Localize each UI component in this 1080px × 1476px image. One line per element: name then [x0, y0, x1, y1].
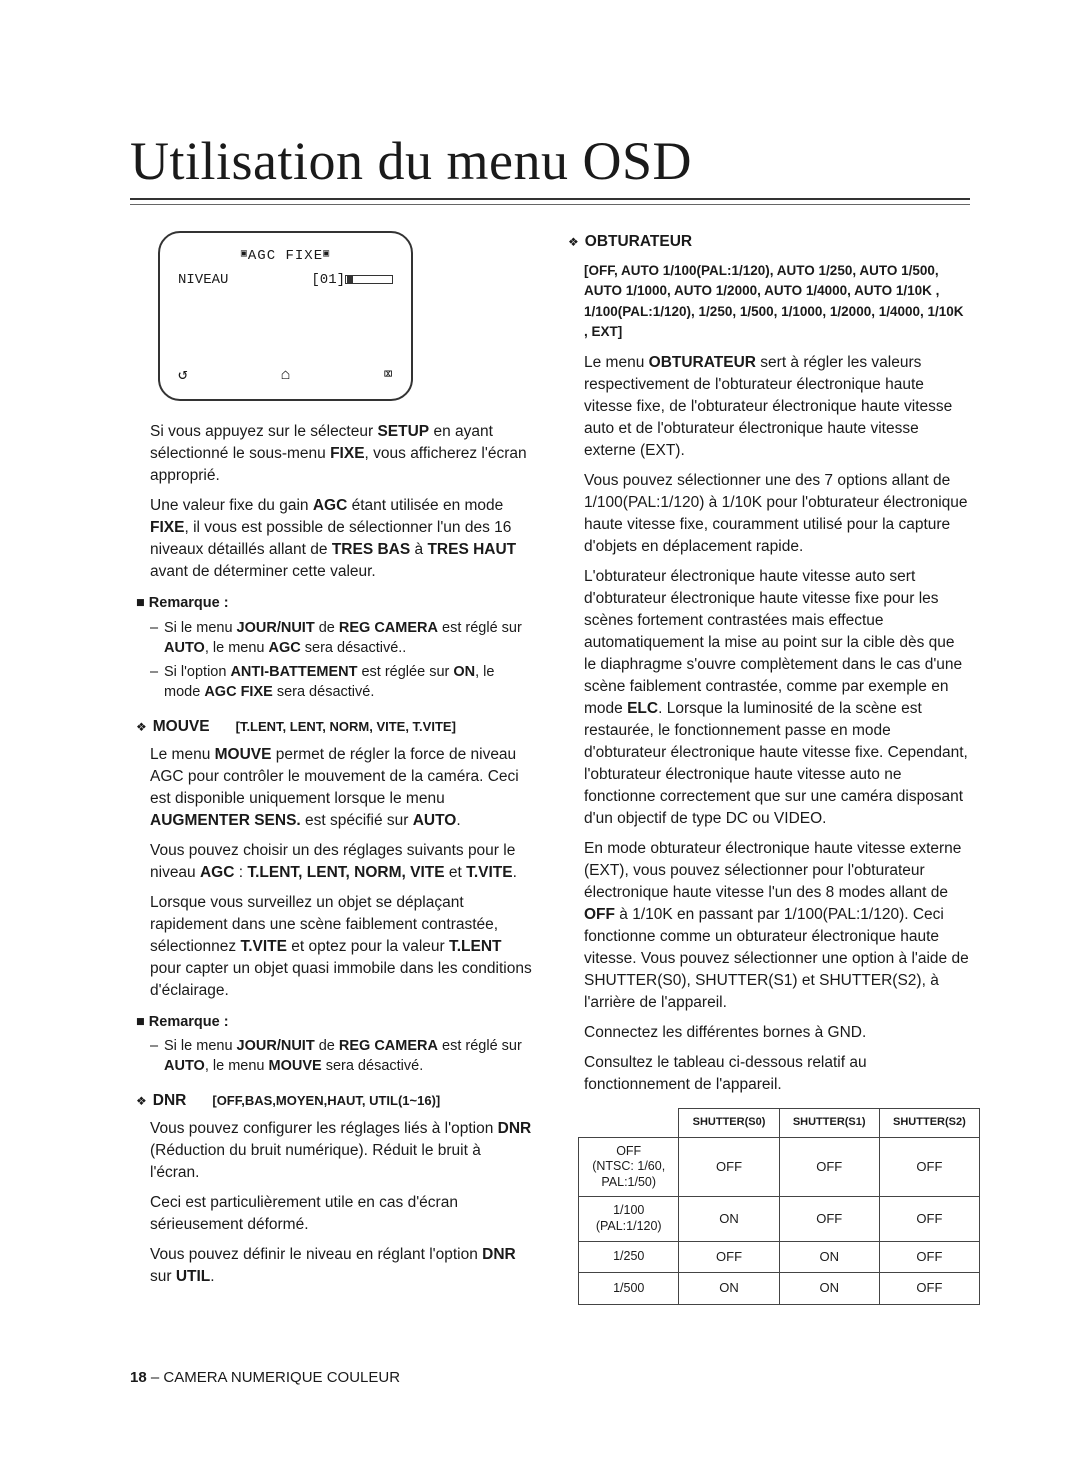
table-header-cell: SHUTTER(S1)	[779, 1109, 879, 1138]
column-right: ❖OBTURATEUR [OFF, AUTO 1/100(PAL:1/120),…	[568, 231, 970, 1305]
page-title: Utilisation du menu OSD	[130, 130, 970, 192]
paragraph: Consultez le tableau ci-dessous relatif …	[584, 1052, 970, 1096]
page-footer: 18 – CAMERA NUMERIQUE COULEUR	[130, 1369, 400, 1386]
square-right-icon: ▣	[323, 249, 330, 260]
table-cell: OFF	[879, 1137, 979, 1197]
paragraph: Si vous appuyez sur le sélecteur SETUP e…	[150, 421, 532, 487]
table-row-label: OFF(NTSC: 1/60,PAL:1/50)	[579, 1137, 679, 1197]
note-list: Si le menu JOUR/NUIT de REG CAMERA est r…	[150, 1036, 532, 1076]
home-icon: ⌂	[281, 364, 291, 387]
table-row-label: 1/250	[579, 1241, 679, 1272]
paragraph: Vous pouvez configurer les réglages liés…	[150, 1118, 532, 1184]
table-row: 1/250 OFF ON OFF	[579, 1241, 980, 1272]
paragraph: L'obturateur électronique haute vitesse …	[584, 566, 970, 830]
table-cell: OFF	[879, 1197, 979, 1241]
table-cell: OFF	[679, 1241, 779, 1272]
osd-row-label: NIVEAU	[178, 271, 228, 291]
osd-row-value: [01]	[311, 271, 393, 291]
paragraph: Lorsque vous surveillez un objet se dépl…	[150, 892, 532, 1002]
paragraph: Une valeur fixe du gain AGC étant utilis…	[150, 495, 532, 583]
paragraph: Vous pouvez définir le niveau en réglant…	[150, 1244, 532, 1288]
note-item: Si le menu JOUR/NUIT de REG CAMERA est r…	[150, 1036, 532, 1076]
divider-thin	[130, 204, 970, 205]
table-cell: ON	[779, 1273, 879, 1304]
section-options: [T.LENT, LENT, NORM, VITE, T.VITE]	[236, 718, 456, 736]
table-row: OFF(NTSC: 1/60,PAL:1/50) OFF OFF OFF	[579, 1137, 980, 1197]
footer-text: CAMERA NUMERIQUE COULEUR	[163, 1369, 400, 1386]
osd-title: ▣AGC FIXE▣	[178, 247, 393, 267]
columns: ▣AGC FIXE▣ NIVEAU [01] ↺ ⌂ ⌧ Si vous app…	[130, 231, 970, 1305]
page: Utilisation du menu OSD ▣AGC FIXE▣ NIVEA…	[0, 0, 1080, 1476]
table-row: 1/100(PAL:1/120) ON OFF OFF	[579, 1197, 980, 1241]
paragraph: Vous pouvez sélectionner une des 7 optio…	[584, 470, 970, 558]
close-icon: ⌧	[383, 364, 393, 387]
table-row-label: 1/100(PAL:1/120)	[579, 1197, 679, 1241]
osd-bottom-icons: ↺ ⌂ ⌧	[178, 364, 393, 387]
table-header-row: SHUTTER(S0) SHUTTER(S1) SHUTTER(S2)	[579, 1109, 980, 1138]
osd-slider-icon	[345, 275, 393, 284]
diamond-icon: ❖	[568, 235, 579, 249]
shutter-table: SHUTTER(S0) SHUTTER(S1) SHUTTER(S2) OFF(…	[578, 1108, 980, 1305]
diamond-icon: ❖	[136, 1094, 147, 1108]
paragraph: Connectez les différentes bornes à GND.	[584, 1022, 970, 1044]
table-row-label: 1/500	[579, 1273, 679, 1304]
table-header-cell: SHUTTER(S0)	[679, 1109, 779, 1138]
divider-thick	[130, 198, 970, 200]
osd-title-text: AGC FIXE	[248, 248, 323, 264]
table-cell: OFF	[779, 1137, 879, 1197]
osd-row: NIVEAU [01]	[178, 271, 393, 291]
table-cell: ON	[679, 1273, 779, 1304]
section-name: ❖MOUVE	[136, 716, 210, 738]
note-item: Si l'option ANTI-BATTEMENT est réglée su…	[150, 662, 532, 702]
table-header-cell	[579, 1109, 679, 1138]
paragraph: En mode obturateur électronique haute vi…	[584, 838, 970, 1014]
table-cell: OFF	[879, 1273, 979, 1304]
paragraph: Le menu MOUVE permet de régler la force …	[150, 744, 532, 832]
osd-preview-box: ▣AGC FIXE▣ NIVEAU [01] ↺ ⌂ ⌧	[158, 231, 413, 401]
table-cell: OFF	[779, 1197, 879, 1241]
paragraph: Le menu OBTURATEUR sert à régler les val…	[584, 352, 970, 462]
note-label: ■ Remarque :	[136, 593, 532, 614]
section-head-dnr: ❖DNR [OFF,BAS,MOYEN,HAUT, UTIL(1~16)]	[136, 1090, 532, 1112]
section-options: [OFF,BAS,MOYEN,HAUT, UTIL(1~16)]	[212, 1092, 440, 1110]
return-icon: ↺	[178, 364, 188, 387]
page-number: 18	[130, 1369, 147, 1386]
note-label: ■ Remarque :	[136, 1012, 532, 1033]
table-cell: ON	[779, 1241, 879, 1272]
table-header-cell: SHUTTER(S2)	[879, 1109, 979, 1138]
obturateur-options: [OFF, AUTO 1/100(PAL:1/120), AUTO 1/250,…	[584, 261, 970, 342]
section-name: ❖DNR	[136, 1090, 186, 1112]
table-cell: OFF	[879, 1241, 979, 1272]
section-head-obturateur: ❖OBTURATEUR	[568, 231, 970, 253]
section-head-mouve: ❖MOUVE [T.LENT, LENT, NORM, VITE, T.VITE…	[136, 716, 532, 738]
note-list: Si le menu JOUR/NUIT de REG CAMERA est r…	[150, 618, 532, 702]
table-cell: ON	[679, 1197, 779, 1241]
column-left: ▣AGC FIXE▣ NIVEAU [01] ↺ ⌂ ⌧ Si vous app…	[130, 231, 532, 1305]
square-left-icon: ▣	[241, 249, 248, 260]
diamond-icon: ❖	[136, 720, 147, 734]
table-row: 1/500 ON ON OFF	[579, 1273, 980, 1304]
note-item: Si le menu JOUR/NUIT de REG CAMERA est r…	[150, 618, 532, 658]
paragraph: Ceci est particulièrement utile en cas d…	[150, 1192, 532, 1236]
table-cell: OFF	[679, 1137, 779, 1197]
paragraph: Vous pouvez choisir un des réglages suiv…	[150, 840, 532, 884]
